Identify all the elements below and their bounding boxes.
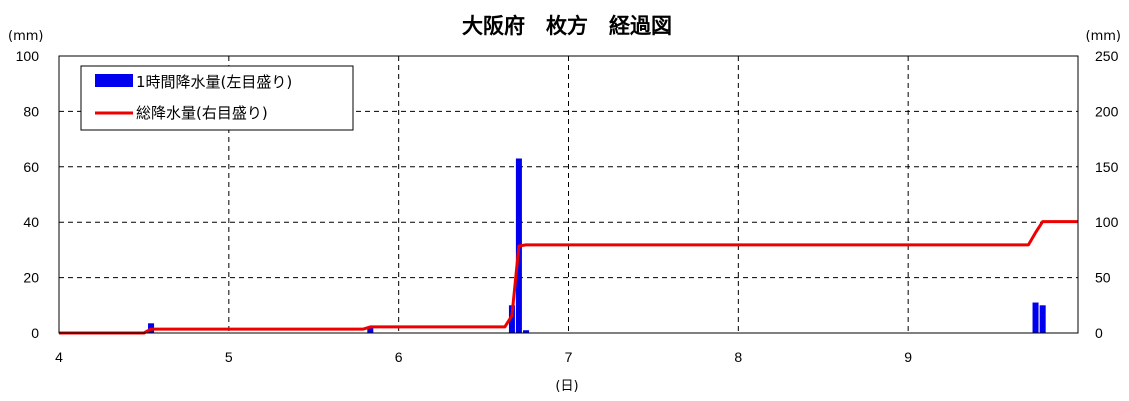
x-axis-label: (日) — [555, 379, 578, 394]
hourly-rainfall-bar — [523, 330, 530, 333]
legend-label-total: 総降水量(右目盛り) — [136, 104, 268, 122]
right-tick-label: 0 — [1095, 325, 1103, 341]
left-tick-label: 60 — [23, 159, 39, 175]
x-tick-label: 4 — [55, 349, 63, 365]
total-rainfall-line — [59, 220, 1078, 335]
right-tick-label: 100 — [1095, 214, 1119, 230]
right-axis-unit: (mm) — [1086, 29, 1121, 44]
right-tick-label: 200 — [1095, 103, 1119, 119]
x-tick-label: 7 — [565, 349, 573, 365]
left-axis-unit: (mm) — [8, 29, 43, 44]
x-tick-label: 6 — [395, 349, 403, 365]
right-tick-label: 50 — [1095, 270, 1111, 286]
left-tick-label: 40 — [23, 214, 39, 230]
x-axis-ticks: 4 5 6 7 8 9 — [55, 349, 912, 365]
right-tick-label: 250 — [1095, 48, 1119, 64]
right-axis-ticks: 0 50 100 150 200 250 — [1095, 48, 1119, 341]
legend-bar-swatch — [95, 74, 133, 87]
plot-frame — [58, 55, 1079, 334]
hourly-rainfall-bar — [367, 327, 374, 333]
hourly-rainfall-bar — [508, 305, 515, 333]
hourly-rainfall-bar — [1032, 302, 1039, 333]
legend: 1時間降水量(左目盛り) 総降水量(右目盛り) — [80, 65, 354, 131]
left-axis-ticks: 0 20 40 60 80 100 — [16, 48, 40, 341]
hourly-rainfall-bar — [1039, 305, 1046, 333]
left-tick-label: 20 — [23, 270, 39, 286]
left-tick-label: 80 — [23, 103, 39, 119]
legend-box — [80, 65, 354, 131]
left-tick-label: 0 — [31, 325, 39, 341]
right-tick-label: 150 — [1095, 159, 1119, 175]
legend-label-hourly: 1時間降水量(左目盛り) — [136, 73, 292, 91]
x-tick-label: 9 — [904, 349, 912, 365]
x-tick-label: 5 — [225, 349, 233, 365]
chart-title: 大阪府 枚方 経過図 — [462, 14, 672, 38]
left-tick-label: 100 — [16, 48, 40, 64]
grid-lines — [59, 56, 1078, 333]
x-tick-label: 8 — [734, 349, 742, 365]
